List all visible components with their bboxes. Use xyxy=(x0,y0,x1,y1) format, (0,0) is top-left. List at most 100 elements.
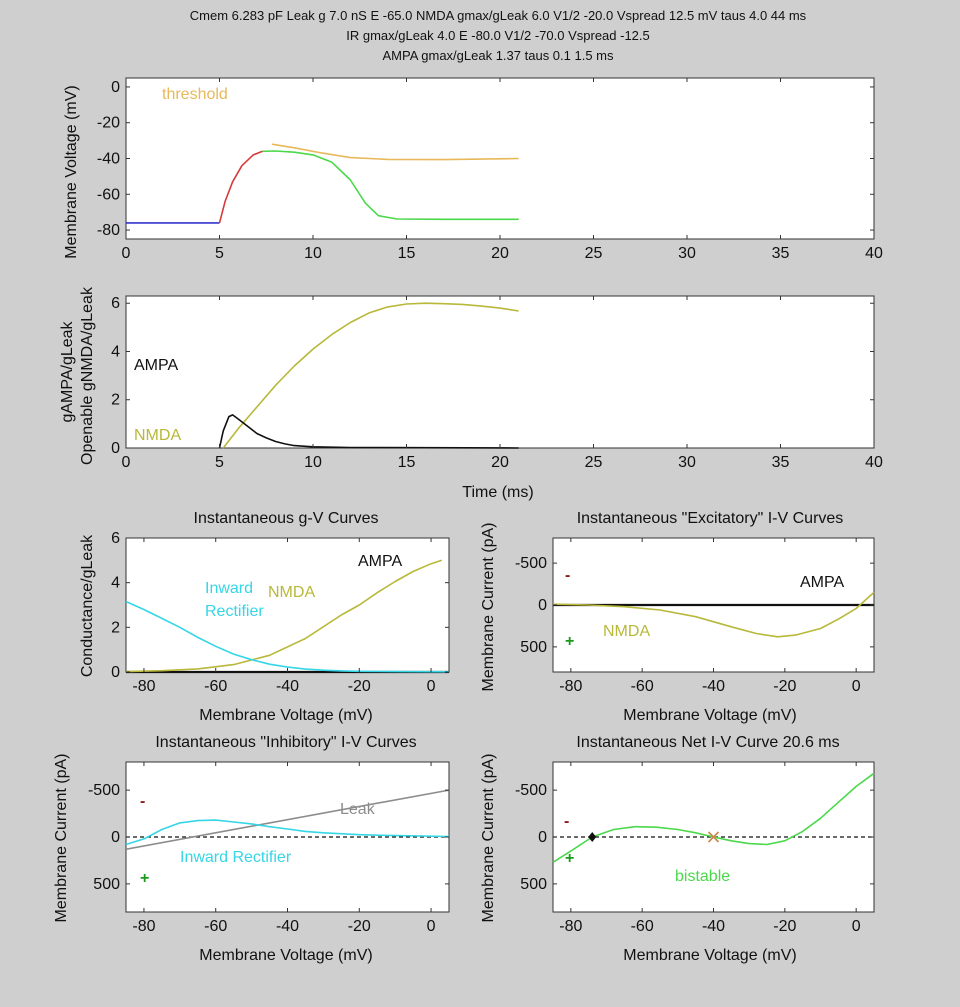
voltage-series-voltage-rise xyxy=(218,150,263,224)
voltage-ytick-label: 0 xyxy=(111,79,120,96)
gv-nmda-annotation: NMDA xyxy=(268,584,315,601)
voltage-xtick-label: 25 xyxy=(585,245,603,262)
conductance-xtick-label: 20 xyxy=(491,454,509,471)
time-xlabel: Time (ms) xyxy=(462,484,533,501)
gv-panel: -80 -60 -40 -20 0 0 2 4 6 Instantaneous g-V Curv… xyxy=(79,510,450,724)
net-minus-sign: - xyxy=(564,813,569,830)
voltage-ylabel: Membrane Voltage (mV) xyxy=(63,85,80,258)
inh-iv-xlabel: Membrane Voltage (mV) xyxy=(199,947,372,964)
gv-xtick-label: -40 xyxy=(276,678,299,695)
exc-iv-ylabel: Membrane Current (pA) xyxy=(480,523,497,692)
inh-iv-ytick-label: 500 xyxy=(93,876,120,893)
gv-inward-annotation: Inward xyxy=(205,580,253,597)
gv-ytick-label: 4 xyxy=(111,575,120,592)
inh-iv-series-leak xyxy=(125,789,450,850)
inh-iv-panel: -80 -60 -40 -20 0 -500 0 500 Instantaneous "Inh… xyxy=(53,734,450,964)
ampa-annotation: AMPA xyxy=(134,357,178,374)
nmda-annotation: NMDA xyxy=(134,427,181,444)
header-line-3: AMPA gmax/gLeak 1.37 taus 0.1 1.5 ms xyxy=(383,48,614,63)
conductance-xtick-label: 25 xyxy=(585,454,603,471)
voltage-series-threshold xyxy=(271,143,519,161)
gv-ampa-annotation: AMPA xyxy=(358,553,402,570)
inh-iv-ylabel: Membrane Current (pA) xyxy=(53,754,70,923)
net-plus-sign: + xyxy=(565,850,574,867)
net-iv-xlabel: Membrane Voltage (mV) xyxy=(623,947,796,964)
exc-nmda-annotation: NMDA xyxy=(603,623,650,640)
voltage-xtick-label: 10 xyxy=(304,245,322,262)
voltage-xtick-label: 30 xyxy=(678,245,696,262)
voltage-ytick-label: -60 xyxy=(97,186,120,203)
net-iv-ytick-label: -500 xyxy=(515,782,547,799)
inh-iv-title: Instantaneous "Inhibitory" I-V Curves xyxy=(155,734,416,751)
gv-xtick-label: -20 xyxy=(348,678,371,695)
conductance-xtick-label: 5 xyxy=(215,454,224,471)
net-iv-xtick-label: -20 xyxy=(773,918,796,935)
gv-ytick-label: 2 xyxy=(111,619,120,636)
inh-iv-xtick-label: -20 xyxy=(348,918,371,935)
exc-iv-xtick-label: 0 xyxy=(852,678,861,695)
gv-xlabel: Membrane Voltage (mV) xyxy=(199,707,372,724)
gv-xtick-label: 0 xyxy=(427,678,436,695)
inh-iv-series-inward-rectifier xyxy=(125,819,450,846)
net-iv-title: Instantaneous Net I-V Curve 20.6 ms xyxy=(576,734,839,751)
net-iv-xtick-label: -40 xyxy=(702,918,725,935)
exc-iv-xlabel: Membrane Voltage (mV) xyxy=(623,707,796,724)
net-bistable-annotation: bistable xyxy=(675,868,730,885)
conductance-series-ampa xyxy=(218,414,519,449)
net-iv-xtick-label: -60 xyxy=(631,918,654,935)
gv-ytick-label: 0 xyxy=(111,664,120,681)
header-line-2: IR gmax/gLeak 4.0 E -80.0 V1/2 -70.0 Vsp… xyxy=(346,28,650,43)
inh-minus-sign: - xyxy=(140,793,145,810)
voltage-panel: 0 5 10 15 20 25 30 35 40 0 -20 -40 -60 -80 Membrane V… xyxy=(63,77,883,262)
voltage-xtick-label: 15 xyxy=(398,245,416,262)
exc-iv-title: Instantaneous "Excitatory" I-V Curves xyxy=(577,510,844,527)
voltage-xtick-label: 40 xyxy=(865,245,883,262)
conductance-panel: 0 5 10 15 20 25 30 35 40 0 2 4 6 gAMPA/gLeak Openabl… xyxy=(59,286,883,501)
conductance-xtick-label: 10 xyxy=(304,454,322,471)
inh-iv-ytick-label: 0 xyxy=(111,829,120,846)
exc-iv-xtick-label: -40 xyxy=(702,678,725,695)
gv-rectifier-annotation: Rectifier xyxy=(205,603,264,620)
exc-iv-xtick-label: -60 xyxy=(631,678,654,695)
gv-xtick-label: -60 xyxy=(204,678,227,695)
conductance-xtick-label: 35 xyxy=(772,454,790,471)
exc-iv-xtick-label: -20 xyxy=(773,678,796,695)
exc-iv-panel: -80 -60 -40 -20 0 -500 0 500 Instantaneous "Exc… xyxy=(480,510,875,724)
voltage-ytick-label: -20 xyxy=(97,115,120,132)
voltage-ytick-label: -80 xyxy=(97,222,120,239)
inh-leak-annotation: Leak xyxy=(340,801,376,818)
gv-series-inward-rectifier xyxy=(125,600,450,673)
conductance-ytick-label: 2 xyxy=(111,392,120,409)
gv-title: Instantaneous g-V Curves xyxy=(194,510,379,527)
exc-iv-ytick-label: 0 xyxy=(538,597,547,614)
voltage-xtick-label: 0 xyxy=(122,245,131,262)
conductance-xtick-label: 15 xyxy=(398,454,416,471)
net-iv-fixed-point-unstable xyxy=(707,831,720,843)
net-iv-panel: -80 -60 -40 -20 0 -500 0 500 Instantaneous Net … xyxy=(480,734,875,964)
inh-iv-ytick-label: -500 xyxy=(88,782,120,799)
exc-iv-series-nmda xyxy=(552,591,875,638)
net-iv-xtick-label: -80 xyxy=(559,918,582,935)
net-iv-xtick-label: 0 xyxy=(852,918,861,935)
gv-ytick-label: 6 xyxy=(111,530,120,547)
conductance-ytick-label: 0 xyxy=(111,440,120,457)
voltage-xtick-label: 5 xyxy=(215,245,224,262)
threshold-annotation: threshold xyxy=(162,86,228,103)
voltage-series-voltage-plateau xyxy=(262,150,519,221)
voltage-ytick-label: -40 xyxy=(97,151,120,168)
conductance-xtick-label: 30 xyxy=(678,454,696,471)
exc-ampa-annotation: AMPA xyxy=(800,574,844,591)
net-iv-ytick-label: 0 xyxy=(538,829,547,846)
gv-ylabel: Conductance/gLeak xyxy=(79,534,96,677)
inh-ir-annotation: Inward Rectifier xyxy=(180,849,292,866)
conductance-ylabel-1: gAMPA/gLeak xyxy=(59,320,76,422)
exc-iv-xtick-label: -80 xyxy=(559,678,582,695)
exc-iv-ytick-label: 500 xyxy=(520,639,547,656)
conductance-ytick-label: 4 xyxy=(111,343,120,360)
conductance-axes xyxy=(125,295,875,449)
conductance-xtick-label: 40 xyxy=(865,454,883,471)
net-iv-ylabel: Membrane Current (pA) xyxy=(480,754,497,923)
exc-minus-sign: - xyxy=(565,567,570,584)
inh-iv-xtick-label: -60 xyxy=(204,918,227,935)
inh-plus-sign: + xyxy=(140,870,149,887)
